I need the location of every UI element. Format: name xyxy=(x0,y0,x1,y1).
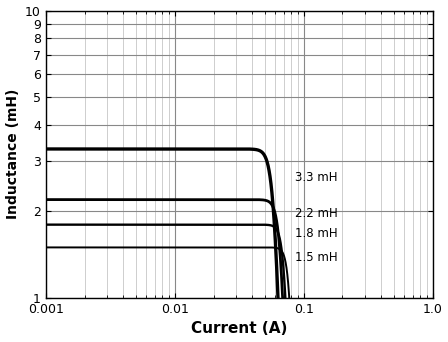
Text: 2.2 mH: 2.2 mH xyxy=(295,207,338,220)
Y-axis label: Inductance (mH): Inductance (mH) xyxy=(5,89,20,220)
X-axis label: Current (A): Current (A) xyxy=(191,321,287,337)
Text: 1.8 mH: 1.8 mH xyxy=(295,227,338,240)
Text: 3.3 mH: 3.3 mH xyxy=(295,171,338,184)
Text: 1.5 mH: 1.5 mH xyxy=(295,251,338,264)
